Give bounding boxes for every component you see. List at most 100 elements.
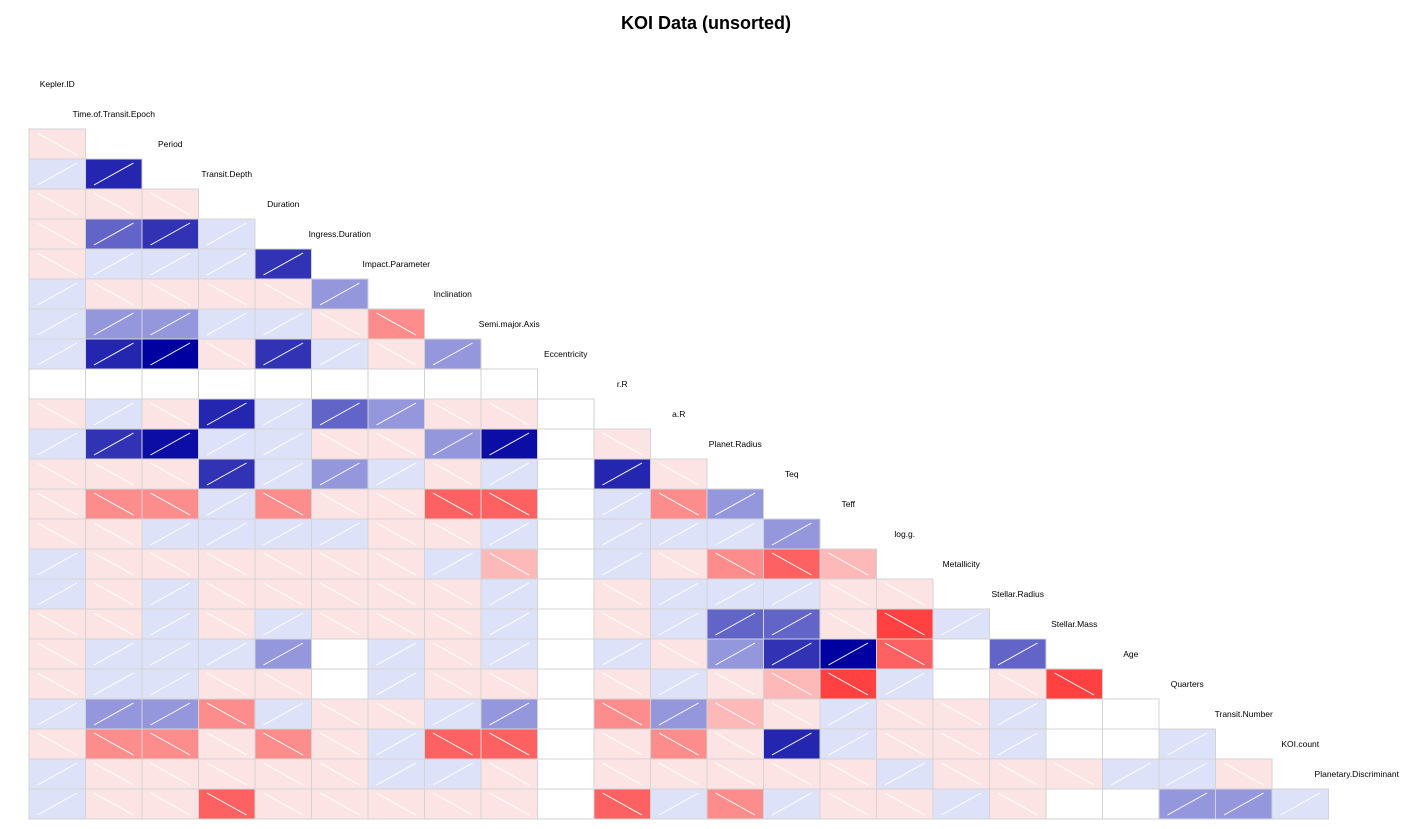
cell-hatch (376, 702, 417, 726)
heatmap-cell (424, 728, 482, 760)
heatmap-cell (85, 188, 143, 220)
cell-hatch (93, 792, 134, 816)
cell-hatch (1223, 762, 1264, 786)
heatmap-cell (85, 788, 143, 820)
cell-hatch (263, 432, 304, 456)
heatmap-cell (311, 518, 369, 550)
cell-hatch (150, 762, 191, 786)
cell-hatch (489, 402, 530, 426)
cell-hatch (206, 432, 247, 456)
cell-hatch (658, 612, 699, 636)
cell-hatch (263, 612, 304, 636)
heatmap-cell (650, 488, 708, 520)
heatmap-cell (28, 488, 86, 520)
cell-fill (367, 368, 425, 400)
cell-hatch (206, 792, 247, 816)
heatmap-cell (28, 188, 86, 220)
heatmap-cell (85, 548, 143, 580)
cell-hatch (489, 702, 530, 726)
cell-hatch (37, 612, 78, 636)
cell-hatch (432, 672, 473, 696)
cell-hatch (37, 462, 78, 486)
heatmap-cell (141, 338, 199, 370)
cell-hatch (150, 522, 191, 546)
cell-hatch (206, 582, 247, 606)
variable-label: Stellar.Mass (1051, 619, 1097, 629)
cell-hatch (602, 432, 643, 456)
cell-hatch (432, 522, 473, 546)
heatmap-cell (311, 278, 369, 310)
cell-hatch (37, 642, 78, 666)
cell-hatch (432, 732, 473, 756)
heatmap-cell (876, 608, 934, 640)
cell-fill (537, 728, 595, 760)
cell-hatch (828, 762, 869, 786)
cell-hatch (489, 462, 530, 486)
cell-hatch (771, 672, 812, 696)
heatmap-cell (763, 788, 821, 820)
cell-hatch (1167, 732, 1208, 756)
heatmap-cell (706, 758, 764, 790)
heatmap-cell (424, 788, 482, 820)
cell-hatch (93, 672, 134, 696)
heatmap-cell (876, 758, 934, 790)
heatmap-cell (424, 368, 482, 400)
heatmap-cell (254, 338, 312, 370)
heatmap-cell (28, 218, 86, 250)
heatmap-cells (28, 128, 1329, 820)
heatmap-cell (198, 518, 256, 550)
heatmap-cell (480, 788, 538, 820)
heatmap-cell (593, 728, 651, 760)
cell-hatch (319, 732, 360, 756)
heatmap-cell (989, 758, 1047, 790)
heatmap-cell (706, 578, 764, 610)
heatmap-cell (537, 548, 595, 580)
heatmap-cell (367, 398, 425, 430)
heatmap-cell (254, 638, 312, 670)
heatmap-cell (424, 398, 482, 430)
variable-label: Duration (267, 199, 299, 209)
cell-hatch (376, 552, 417, 576)
cell-hatch (319, 462, 360, 486)
cell-hatch (150, 342, 191, 366)
heatmap-cell (141, 548, 199, 580)
cell-hatch (93, 192, 134, 216)
heatmap-cell (763, 548, 821, 580)
cell-hatch (715, 702, 756, 726)
heatmap-cell (141, 218, 199, 250)
heatmap-cell (198, 398, 256, 430)
cell-hatch (715, 552, 756, 576)
cell-hatch (715, 792, 756, 816)
cell-fill (537, 578, 595, 610)
heatmap-cell (819, 638, 877, 670)
cell-hatch (319, 282, 360, 306)
heatmap-cell (1102, 788, 1160, 820)
heatmap-cell (650, 458, 708, 490)
cell-hatch (376, 792, 417, 816)
variable-label: Ingress.Duration (309, 229, 372, 239)
heatmap-cell (989, 698, 1047, 730)
heatmap-cell (28, 308, 86, 340)
cell-fill (537, 428, 595, 460)
heatmap-cell (198, 668, 256, 700)
heatmap-cell (763, 668, 821, 700)
heatmap-cell (367, 788, 425, 820)
heatmap-cell (876, 698, 934, 730)
heatmap-cell (254, 368, 312, 400)
heatmap-cell (480, 638, 538, 670)
cell-hatch (263, 282, 304, 306)
cell-hatch (376, 462, 417, 486)
heatmap-cell (85, 368, 143, 400)
cell-fill (311, 668, 369, 700)
cell-hatch (828, 732, 869, 756)
heatmap-cell (480, 698, 538, 730)
chart-title: KOI Data (unsorted) (621, 13, 791, 33)
heatmap-cell (1215, 788, 1273, 820)
heatmap-cell (593, 608, 651, 640)
heatmap-cell (198, 758, 256, 790)
cell-hatch (319, 552, 360, 576)
cell-hatch (884, 702, 925, 726)
variable-label: Inclination (434, 289, 473, 299)
cell-hatch (319, 612, 360, 636)
heatmap-cell (706, 608, 764, 640)
